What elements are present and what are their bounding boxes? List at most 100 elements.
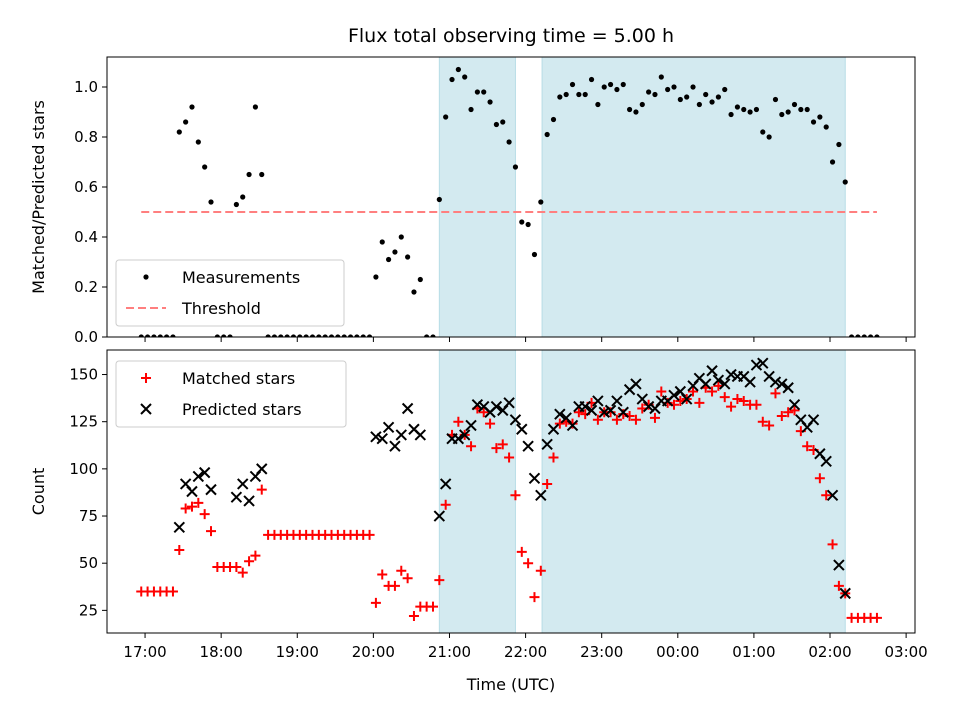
data-point [395, 429, 407, 441]
legend-label: Matched stars [182, 369, 295, 388]
data-point [750, 359, 763, 371]
data-point [798, 106, 804, 113]
data-point [256, 463, 268, 475]
data-point [167, 586, 178, 597]
legend-label: Threshold [181, 299, 261, 318]
data-point [658, 74, 664, 80]
data-point [541, 438, 553, 451]
data-point [500, 119, 506, 125]
data-point [516, 423, 528, 435]
x-tick-label: 23:00 [580, 643, 623, 661]
data-point [510, 490, 521, 501]
data-point [769, 376, 782, 388]
data-point [734, 104, 741, 110]
data-point [531, 251, 538, 258]
chart-title: Flux total observing time = 5.00 h [348, 25, 674, 47]
data-point [370, 597, 381, 608]
data-point [335, 334, 341, 337]
data-point [278, 334, 284, 337]
data-point [665, 86, 671, 93]
data-point [690, 84, 696, 90]
data-point [538, 199, 544, 205]
x-tick-label: 18:00 [200, 643, 243, 661]
data-point [573, 407, 584, 418]
data-point [427, 601, 438, 612]
data-point [370, 431, 382, 443]
x-tick-label: 03:00 [885, 643, 928, 661]
data-point [202, 164, 208, 170]
data-point [719, 378, 731, 390]
data-point [173, 521, 186, 534]
y-tick-label: 1.0 [74, 78, 98, 96]
data-point [585, 404, 598, 417]
data-point [776, 378, 788, 390]
data-point [827, 539, 838, 550]
data-point [468, 106, 474, 113]
data-point [170, 334, 176, 337]
data-point [443, 114, 449, 120]
data-point [192, 470, 205, 483]
data-point [439, 478, 452, 490]
y-axis-label: Matched/Predicted stars [29, 100, 48, 294]
x-tick-label: 17:00 [123, 643, 166, 661]
data-point [668, 389, 680, 401]
data-point [569, 81, 576, 88]
data-point [240, 194, 246, 200]
data-point [379, 239, 385, 245]
data-point [360, 334, 366, 337]
data-point [820, 455, 832, 468]
data-point [712, 374, 725, 386]
data-point [770, 388, 781, 399]
data-point [563, 91, 569, 98]
data-point [396, 565, 407, 576]
data-point [817, 114, 823, 120]
data-point [206, 526, 217, 537]
data-point [535, 565, 546, 576]
data-point [772, 96, 779, 103]
data-point [237, 478, 249, 490]
data-point [620, 81, 626, 88]
data-point [684, 94, 690, 100]
data-point [205, 483, 217, 496]
data-point [874, 334, 880, 337]
data-point [382, 421, 395, 434]
data-point [233, 201, 239, 208]
data-point [725, 368, 737, 381]
data-point [417, 276, 423, 283]
data-point [656, 386, 667, 397]
data-point [183, 119, 189, 125]
data-point [757, 357, 769, 369]
data-point [525, 221, 531, 228]
data-point [389, 440, 401, 452]
data-point [833, 559, 845, 571]
y-tick-label: 0.8 [74, 128, 98, 146]
data-point [316, 334, 322, 337]
data-point [243, 495, 255, 507]
data-point [174, 544, 185, 555]
x-tick-label: 22:00 [504, 643, 547, 661]
data-point [481, 89, 487, 95]
data-point [760, 129, 766, 135]
data-point [237, 567, 248, 578]
panel-2: 25 50 75 100 125 150 17:00 18:00 19:00 20:00 21:00… [29, 349, 928, 694]
y-tick-label: 125 [69, 413, 98, 431]
data-point [341, 334, 347, 337]
data-point [506, 139, 512, 145]
data-point [284, 334, 290, 337]
series-measurements [138, 66, 880, 337]
data-point [466, 441, 477, 452]
x-tick-label: 02:00 [808, 643, 851, 661]
x-tick-label: 20:00 [352, 643, 395, 661]
y-tick-label: 50 [79, 554, 98, 572]
data-point [436, 196, 442, 203]
data-point [522, 440, 534, 452]
x-tick-label: 00:00 [656, 643, 699, 661]
data-point [783, 407, 794, 418]
data-point [408, 611, 419, 622]
data-point [579, 400, 591, 413]
x-tick-label: 01:00 [732, 643, 775, 661]
legend: Measurements Threshold [115, 259, 345, 327]
data-point [747, 109, 753, 115]
data-point [449, 76, 455, 83]
data-point [823, 124, 829, 130]
